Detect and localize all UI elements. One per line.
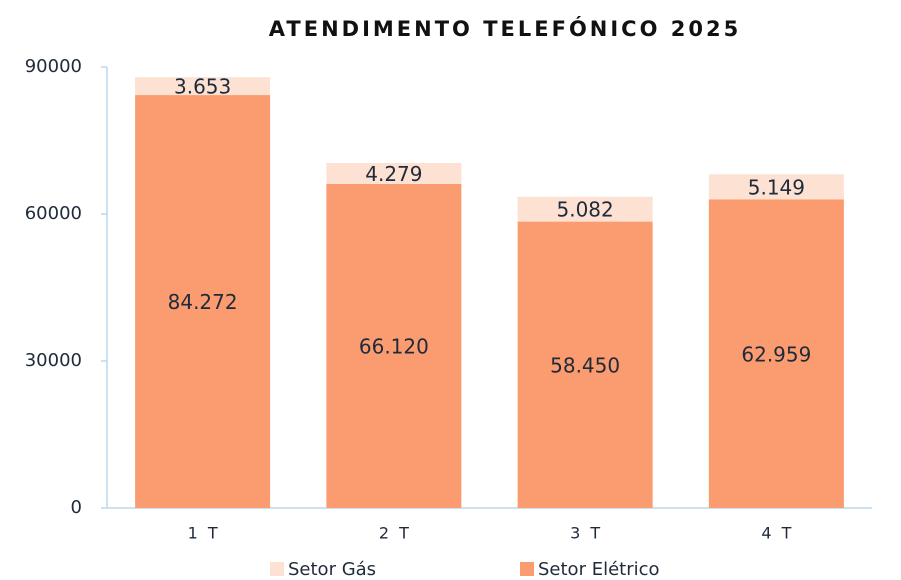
data-label: 5.082 xyxy=(556,198,613,222)
legend-swatch xyxy=(270,562,284,576)
legend-swatch xyxy=(520,562,534,576)
y-tick-label: 0 xyxy=(71,497,82,518)
bar-segment xyxy=(708,174,844,200)
bar-segment xyxy=(135,95,271,508)
bar-segment xyxy=(517,221,653,508)
bar-segment xyxy=(326,184,462,508)
data-label: 4.279 xyxy=(365,162,422,186)
chart-title: ATENDIMENTO TELEFÓNICO 2025 xyxy=(269,16,741,41)
legend-label: Setor Gás xyxy=(288,559,376,580)
bar-segment xyxy=(517,196,653,222)
data-label: 58.450 xyxy=(550,353,620,377)
y-tick-label: 90000 xyxy=(25,56,82,77)
x-tick-label: 4 T xyxy=(761,524,791,543)
data-label: 3.653 xyxy=(174,75,231,99)
data-label: 84.272 xyxy=(168,290,238,314)
y-tick-label: 60000 xyxy=(25,203,82,224)
x-tick-label: 3 T xyxy=(570,524,600,543)
bar-segment xyxy=(135,77,271,96)
legend-label: Setor Elétrico xyxy=(538,559,660,580)
data-label: 62.959 xyxy=(741,342,811,366)
data-label: 5.149 xyxy=(748,175,805,199)
bar-segment xyxy=(708,199,844,508)
bar-segment xyxy=(326,163,462,185)
x-tick-label: 2 T xyxy=(379,524,409,543)
x-tick-label: 1 T xyxy=(188,524,218,543)
y-tick-label: 30000 xyxy=(25,350,82,371)
data-label: 66.120 xyxy=(359,335,429,359)
